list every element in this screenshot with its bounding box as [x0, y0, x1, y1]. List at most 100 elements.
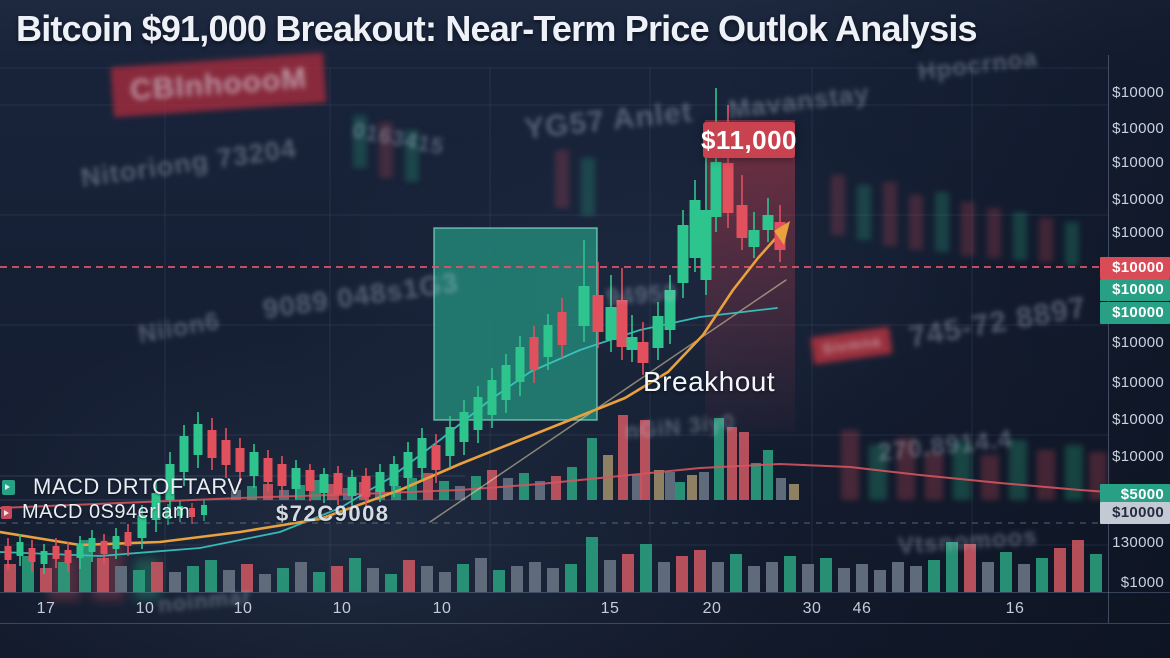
indicator-bar [675, 482, 685, 500]
candle [28, 540, 36, 572]
volume-bar [367, 568, 379, 592]
x-axis-tick: 15 [600, 600, 620, 617]
macd-row-1: MACD DRTOFTARV [2, 474, 243, 500]
candle [76, 536, 84, 569]
candle [333, 466, 343, 505]
indicator-bar [407, 478, 417, 500]
candle [361, 468, 371, 508]
x-axis-tick: 17 [36, 600, 56, 617]
volume-bar [169, 572, 181, 592]
volume-bar [22, 556, 34, 592]
volume-bar [856, 564, 868, 592]
volume-bar [1090, 554, 1102, 592]
candle [543, 314, 553, 370]
volume-bar [295, 562, 307, 592]
volume-bar [586, 537, 598, 592]
volume-bar [493, 570, 505, 592]
candle [515, 336, 525, 396]
indicator-bar [776, 478, 786, 500]
macd-down-icon [1, 506, 12, 519]
candle [389, 456, 399, 497]
y-axis-label: $1000 [1120, 574, 1164, 591]
candle [459, 400, 469, 455]
volume-bar [712, 562, 724, 592]
candle [249, 444, 259, 488]
x-axis-tick: 16 [1005, 600, 1025, 617]
y-axis-label: $10000 [1112, 84, 1164, 101]
volume-bar [457, 564, 469, 592]
candle [605, 275, 617, 352]
volume-bar [748, 566, 760, 592]
candle [664, 275, 676, 344]
x-axis-top-line [0, 592, 1170, 593]
volume-bar [151, 562, 163, 592]
volume-bar [1000, 552, 1012, 592]
candles-layer [4, 88, 786, 574]
y-axis-label: $10000 [1112, 224, 1164, 241]
indicator-bar [727, 427, 737, 500]
candle [112, 528, 120, 559]
candle [4, 538, 12, 570]
volume-bar [982, 562, 994, 592]
candle [305, 464, 315, 501]
y-axis-label: $5000 [1100, 484, 1170, 506]
candle [445, 416, 455, 468]
volume-bar [529, 562, 541, 592]
candle [431, 434, 441, 483]
candle [291, 460, 301, 499]
candle [124, 524, 132, 556]
candle [221, 428, 231, 478]
volume-bar [730, 554, 742, 592]
volume-bar [133, 570, 145, 592]
indicator-bar [247, 486, 257, 500]
volume-bar [910, 566, 922, 592]
volume-bar [385, 574, 397, 592]
candle [710, 88, 722, 232]
indicator-bar [535, 481, 545, 500]
candle [40, 544, 48, 574]
ma-line-orange [0, 228, 785, 547]
indicator-bar [751, 463, 761, 500]
volume-bar [946, 542, 958, 592]
candle [501, 354, 511, 413]
volume-bar [658, 562, 670, 592]
y-axis-label: $10000 [1100, 302, 1170, 324]
volume-bar [1018, 564, 1030, 592]
volume-bar [58, 562, 70, 592]
volume-bar [511, 566, 523, 592]
y-axis-label: $10000 [1100, 257, 1170, 279]
volume-bar [802, 564, 814, 592]
x-axis-tick: 20 [702, 600, 722, 617]
volume-bar [349, 558, 361, 592]
candle [100, 534, 108, 564]
indicator-bar [640, 420, 650, 500]
indicator-bar [295, 485, 305, 500]
volume-bar [784, 556, 796, 592]
volume-bar [331, 566, 343, 592]
indicator-bar [687, 475, 697, 500]
candle [277, 456, 287, 496]
candle [52, 538, 60, 568]
y-axis: $10000 $10000 $10000 $10000 $10000 $10000 $100… [1100, 55, 1170, 623]
breakout-annotation: Breakhout [643, 366, 776, 397]
candle [165, 452, 175, 512]
candle [375, 464, 385, 502]
volume-bar [241, 564, 253, 592]
candle [319, 468, 329, 503]
candle [700, 150, 712, 295]
price-flag-label: $11,000 [701, 122, 797, 158]
candle [473, 386, 483, 443]
x-axis-tick: 10 [432, 600, 452, 617]
volume-bar [277, 568, 289, 592]
volume-bar [1054, 548, 1066, 592]
x-axis-tick: 30 [802, 600, 822, 617]
volume-bar [187, 566, 199, 592]
indicator-bar [327, 484, 337, 500]
indicator-bar [503, 478, 513, 500]
x-axis-tick: 10 [332, 600, 352, 617]
candle [736, 175, 748, 250]
y-axis-label: $10000 [1112, 448, 1164, 465]
candle [748, 212, 760, 258]
indicator-bar [279, 490, 289, 500]
